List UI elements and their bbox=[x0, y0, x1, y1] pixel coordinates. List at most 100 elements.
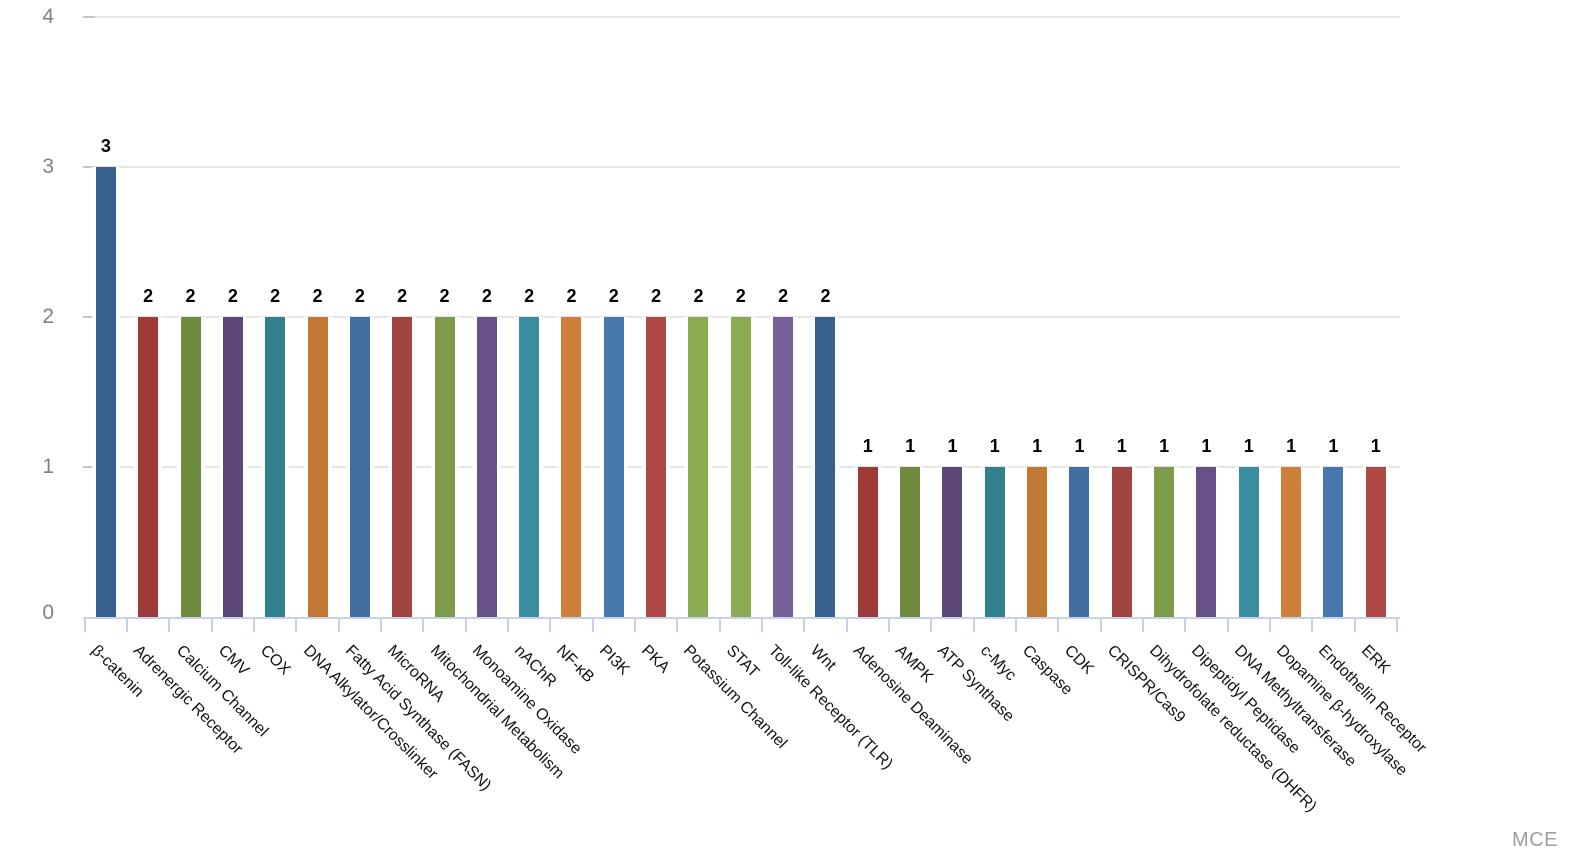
bar-dopamine-hydroxylase bbox=[1277, 466, 1306, 618]
bar-value-label: 2 bbox=[608, 285, 619, 306]
bar-dipeptidyl-peptidase bbox=[1192, 466, 1221, 618]
bar-value-label: 2 bbox=[820, 285, 831, 306]
x-axis-tick bbox=[887, 618, 890, 632]
y-axis-label-0: 0 bbox=[42, 600, 54, 624]
x-axis-tick bbox=[1311, 618, 1314, 632]
x-axis-tick bbox=[591, 618, 594, 632]
x-axis-tick bbox=[210, 618, 213, 632]
x-axis-tick bbox=[972, 618, 975, 632]
y-axis-tick bbox=[83, 165, 95, 168]
bar-nachr bbox=[515, 316, 544, 618]
bar-value-label: 1 bbox=[1243, 435, 1254, 456]
bar-monoamine-oxidase bbox=[472, 316, 501, 618]
x-axis-tick bbox=[549, 618, 552, 632]
x-axis-tick bbox=[1395, 618, 1398, 632]
bar-value-label: 2 bbox=[481, 285, 492, 306]
y-axis-label-2: 2 bbox=[42, 304, 54, 328]
bar-dna-methyltransferase bbox=[1234, 466, 1263, 618]
bar-adrenergic-receptor bbox=[134, 316, 163, 618]
bar-value-label: 1 bbox=[1328, 435, 1339, 456]
y-axis-label-4: 4 bbox=[42, 5, 54, 28]
x-axis-tick bbox=[1226, 618, 1229, 632]
x-axis-tick bbox=[464, 618, 467, 632]
bar-value-label: 2 bbox=[439, 285, 450, 306]
bar-value-label: 1 bbox=[1286, 435, 1297, 456]
bar-atp-synthase bbox=[938, 466, 967, 618]
bar-value-label: 2 bbox=[397, 285, 408, 306]
bar-value-label: 1 bbox=[947, 435, 958, 456]
bar-cdk bbox=[1065, 466, 1094, 618]
x-axis-tick bbox=[126, 618, 129, 632]
x-axis-tick bbox=[718, 618, 721, 632]
category-label: CMV bbox=[214, 642, 252, 680]
y-axis-label-1: 1 bbox=[42, 454, 54, 478]
bar-caspase bbox=[1023, 466, 1052, 618]
x-axis-tick bbox=[1057, 618, 1060, 632]
bar-mitochondrial-metabolism bbox=[430, 316, 459, 618]
category-label: PKA bbox=[638, 642, 673, 677]
watermark-mce: MCE bbox=[1512, 829, 1558, 851]
bar-value-label: 1 bbox=[905, 435, 916, 456]
bar-adenosine-deaminase bbox=[853, 466, 882, 618]
category-label: PI3K bbox=[595, 642, 633, 679]
bar-potassium-channel bbox=[684, 316, 713, 618]
bar-value-label: 2 bbox=[312, 285, 323, 306]
bar-value-label: 1 bbox=[1032, 435, 1043, 456]
x-axis-tick bbox=[507, 618, 509, 632]
bar-cox bbox=[261, 316, 290, 618]
gridline-y3 bbox=[83, 165, 1400, 168]
x-axis-tick bbox=[1141, 618, 1144, 632]
x-axis-tick bbox=[1099, 618, 1102, 632]
y-axis-tick bbox=[83, 16, 95, 18]
category-label: ERK bbox=[1357, 642, 1394, 678]
x-axis-tick bbox=[1014, 618, 1017, 632]
bar-pka bbox=[642, 316, 671, 618]
bar-value-label: 1 bbox=[862, 435, 873, 456]
bar-nf-b bbox=[557, 316, 586, 618]
bar-catenin bbox=[91, 166, 120, 618]
bar-value-label: 2 bbox=[143, 285, 154, 306]
bar-value-label: 2 bbox=[693, 285, 704, 306]
bar-value-label: 2 bbox=[735, 285, 746, 306]
category-label: NF-κB bbox=[553, 642, 598, 687]
x-axis-tick bbox=[1268, 618, 1271, 632]
bar-pi3k bbox=[599, 316, 628, 618]
category-label: COX bbox=[257, 642, 294, 679]
bar-microrna bbox=[388, 316, 417, 618]
bar-crispr-cas9 bbox=[1107, 466, 1136, 618]
bar-value-label: 2 bbox=[270, 285, 281, 306]
bar-dihydrofolate-reductase-dhfr bbox=[1150, 466, 1179, 618]
bar-value-label: 1 bbox=[1201, 435, 1212, 456]
x-axis-tick bbox=[1184, 618, 1187, 632]
x-axis-tick bbox=[380, 618, 382, 632]
bar-value-label: 2 bbox=[778, 285, 789, 306]
bar-value-label: 2 bbox=[524, 285, 535, 306]
bar-value-label: 2 bbox=[566, 285, 577, 306]
bar-c-myc bbox=[980, 466, 1009, 618]
x-axis-tick bbox=[803, 618, 806, 632]
category-label: STAT bbox=[722, 642, 763, 682]
y-axis-tick bbox=[83, 465, 95, 468]
y-axis-label-3: 3 bbox=[42, 154, 54, 178]
x-axis-tick bbox=[676, 618, 679, 632]
bar-value-label: 1 bbox=[1116, 435, 1127, 456]
bar-value-label: 2 bbox=[651, 285, 662, 306]
x-axis-tick bbox=[422, 618, 425, 632]
x-axis-tick bbox=[253, 618, 256, 632]
x-axis-tick bbox=[337, 618, 340, 632]
bar-ampk bbox=[896, 466, 925, 618]
x-axis-line bbox=[83, 616, 1400, 619]
bar-endothelin-receptor bbox=[1319, 466, 1348, 618]
bar-erk bbox=[1361, 466, 1390, 618]
bar-value-label: 1 bbox=[989, 435, 1000, 456]
x-axis-tick bbox=[295, 618, 298, 632]
x-axis-tick bbox=[168, 618, 171, 632]
bar-stat bbox=[726, 316, 755, 618]
category-label: CDK bbox=[1061, 642, 1098, 678]
bar-cmv bbox=[218, 316, 247, 618]
bar-value-label: 1 bbox=[1370, 435, 1381, 456]
x-axis-tick bbox=[845, 618, 848, 632]
bar-value-label: 2 bbox=[185, 285, 196, 306]
x-axis-tick bbox=[930, 618, 933, 632]
